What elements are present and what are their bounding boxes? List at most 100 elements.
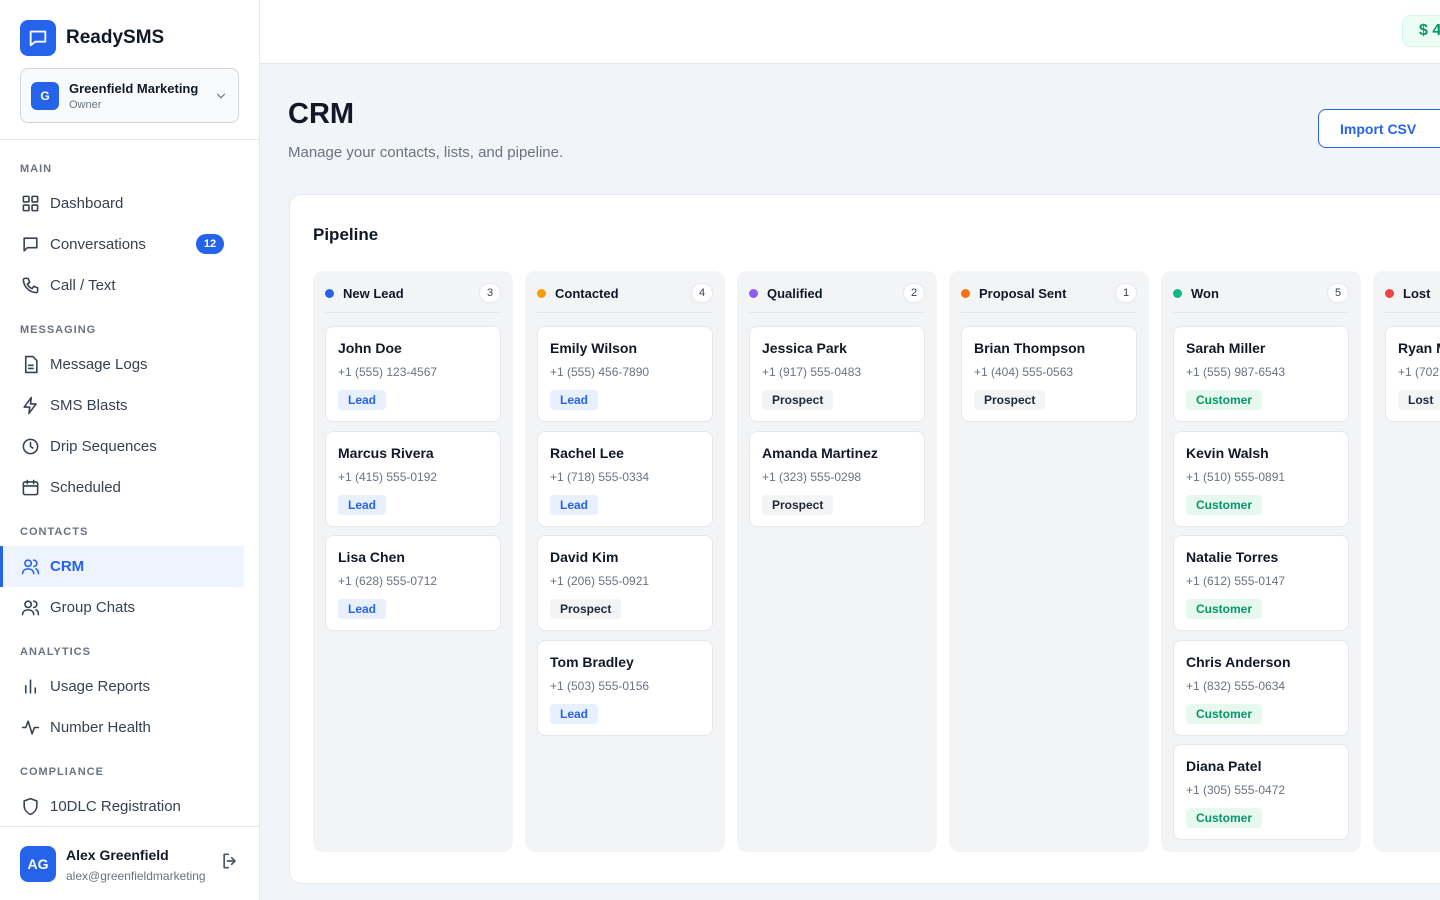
sidebar-item-usage-reports[interactable]: Usage Reports <box>0 666 244 707</box>
sidebar-item-group-chats[interactable]: Group Chats <box>0 587 244 628</box>
sidebar-item-conversations[interactable]: Conversations 12 <box>0 224 244 265</box>
shield-icon <box>20 797 40 817</box>
sidebar-item-call-text[interactable]: Call / Text <box>0 265 244 306</box>
sidebar-item-scheduled[interactable]: Scheduled <box>0 467 244 508</box>
sidebar-item-label: SMS Blasts <box>50 397 128 414</box>
column-count: 4 <box>691 283 713 303</box>
contact-tag: Prospect <box>762 495 834 515</box>
contact-tag: Prospect <box>762 390 834 410</box>
pipeline-column-proposal-sent: Proposal Sent 1 Brian Thompson +1 (404) … <box>949 271 1149 852</box>
pipeline-column-lost: Lost Ryan M +1 (702 Lost <box>1373 271 1440 852</box>
column-count: 5 <box>1327 283 1349 303</box>
grid-icon <box>20 194 40 214</box>
user-name: Alex Greenfield <box>66 847 169 863</box>
page-subtitle: Manage your contacts, lists, and pipelin… <box>288 144 564 161</box>
contact-tag: Lead <box>550 704 599 724</box>
contact-card[interactable]: Sarah Miller +1 (555) 987-6543 Customer <box>1173 326 1349 422</box>
contact-name: David Kim <box>550 549 619 565</box>
contact-phone: +1 (917) 555-0483 <box>762 365 862 379</box>
contact-card[interactable]: Tom Bradley +1 (503) 555-0156 Lead <box>537 640 713 736</box>
contact-card[interactable]: Lisa Chen +1 (628) 555-0712 Lead <box>325 535 501 631</box>
brand[interactable]: ReadySMS <box>20 20 164 56</box>
contact-name: Brian Thompson <box>974 340 1086 356</box>
bar-chart-icon <box>20 677 40 697</box>
user-profile: AG Alex Greenfield alex@greenfieldmarket… <box>0 826 259 900</box>
contact-phone: +1 (832) 555-0634 <box>1186 679 1286 693</box>
contact-name: John Doe <box>338 340 402 356</box>
nav-section-compliance: COMPLIANCE <box>20 766 104 778</box>
contact-tag: Prospect <box>550 599 622 619</box>
column-count: 2 <box>903 283 925 303</box>
column-header: Qualified 2 <box>749 283 925 313</box>
logout-icon[interactable] <box>220 851 240 871</box>
brand-name: ReadySMS <box>66 27 165 48</box>
contact-tag: Prospect <box>974 390 1046 410</box>
contact-name: Ryan M <box>1398 340 1440 356</box>
sidebar-item-label: Dashboard <box>50 195 124 212</box>
contact-card[interactable]: Brian Thompson +1 (404) 555-0563 Prospec… <box>961 326 1137 422</box>
contact-card[interactable]: Emily Wilson +1 (555) 456-7890 Lead <box>537 326 713 422</box>
column-count: 1 <box>1115 283 1137 303</box>
contact-card[interactable]: David Kim +1 (206) 555-0921 Prospect <box>537 535 713 631</box>
status-dot <box>1385 289 1394 298</box>
contact-tag: Lead <box>550 390 599 410</box>
users-icon <box>20 598 40 618</box>
sidebar-item-label: Call / Text <box>50 277 116 294</box>
nav-section-main: MAIN <box>20 163 53 175</box>
balance-button[interactable]: $ 4 <box>1402 15 1440 47</box>
column-header: Contacted 4 <box>537 283 713 313</box>
contact-phone: +1 (555) 987-6543 <box>1186 365 1286 379</box>
contact-card[interactable]: Diana Patel +1 (305) 555-0472 Customer <box>1173 744 1349 840</box>
org-role: Owner <box>69 98 102 111</box>
contact-card[interactable]: Natalie Torres +1 (612) 555-0147 Custome… <box>1173 535 1349 631</box>
column-count: 3 <box>479 283 501 303</box>
import-csv-button[interactable]: Import CSV <box>1318 109 1440 148</box>
contact-phone: +1 (415) 555-0192 <box>338 470 438 484</box>
contact-card[interactable]: Ryan M +1 (702 Lost <box>1385 326 1440 422</box>
sidebar-item-message-logs[interactable]: Message Logs <box>0 344 244 385</box>
contact-card[interactable]: Amanda Martinez +1 (323) 555-0298 Prospe… <box>749 431 925 527</box>
activity-icon <box>20 718 40 738</box>
sidebar-item-dashboard[interactable]: Dashboard <box>0 183 244 224</box>
contact-card[interactable]: Jessica Park +1 (917) 555-0483 Prospect <box>749 326 925 422</box>
nav-section-contacts: CONTACTS <box>20 526 89 538</box>
nav-section-messaging: MESSAGING <box>20 324 97 336</box>
contact-tag: Customer <box>1186 390 1263 410</box>
contact-card[interactable]: John Doe +1 (555) 123-4567 Lead <box>325 326 501 422</box>
contact-phone: +1 (305) 555-0472 <box>1186 783 1286 797</box>
sidebar-item-label: Scheduled <box>50 479 121 496</box>
status-dot <box>749 289 758 298</box>
unread-badge: 12 <box>196 234 224 254</box>
contact-card[interactable]: Chris Anderson +1 (832) 555-0634 Custome… <box>1173 640 1349 736</box>
sidebar-item-crm[interactable]: CRM <box>0 546 244 587</box>
user-email: alex@greenfieldmarketing <box>66 869 206 883</box>
sidebar-item-10dlc-registration[interactable]: 10DLC Registration <box>0 786 244 827</box>
contact-name: Chris Anderson <box>1186 654 1291 670</box>
status-dot <box>537 289 546 298</box>
sidebar-item-number-health[interactable]: Number Health <box>0 707 244 748</box>
sidebar-item-drip-sequences[interactable]: Drip Sequences <box>0 426 244 467</box>
status-dot <box>1173 289 1182 298</box>
contact-card[interactable]: Marcus Rivera +1 (415) 555-0192 Lead <box>325 431 501 527</box>
contact-name: Diana Patel <box>1186 758 1262 774</box>
contact-phone: +1 (718) 555-0334 <box>550 470 650 484</box>
column-title: Lost <box>1403 286 1431 301</box>
sidebar-item-label: CRM <box>50 558 85 575</box>
contact-card[interactable]: Rachel Lee +1 (718) 555-0334 Lead <box>537 431 713 527</box>
avatar: AG <box>20 846 56 882</box>
contact-card[interactable]: Kevin Walsh +1 (510) 555-0891 Customer <box>1173 431 1349 527</box>
contact-tag: Customer <box>1186 704 1263 724</box>
page-title: CRM <box>288 98 355 130</box>
phone-icon <box>20 276 40 296</box>
pipeline-column-new-lead: New Lead 3 John Doe +1 (555) 123-4567 Le… <box>313 271 513 852</box>
contact-name: Emily Wilson <box>550 340 638 356</box>
org-avatar: G <box>31 81 59 110</box>
org-switcher[interactable]: G Greenfield Marketing Owner <box>20 68 239 123</box>
contact-phone: +1 (555) 456-7890 <box>550 365 650 379</box>
column-title: New Lead <box>343 286 404 301</box>
sidebar-item-sms-blasts[interactable]: SMS Blasts <box>0 385 244 426</box>
pipeline-title: Pipeline <box>313 225 379 244</box>
column-header: Lost <box>1385 283 1440 313</box>
sidebar: ReadySMS G Greenfield Marketing Owner MA… <box>0 0 260 900</box>
top-bar: $ 4 <box>260 0 1440 64</box>
